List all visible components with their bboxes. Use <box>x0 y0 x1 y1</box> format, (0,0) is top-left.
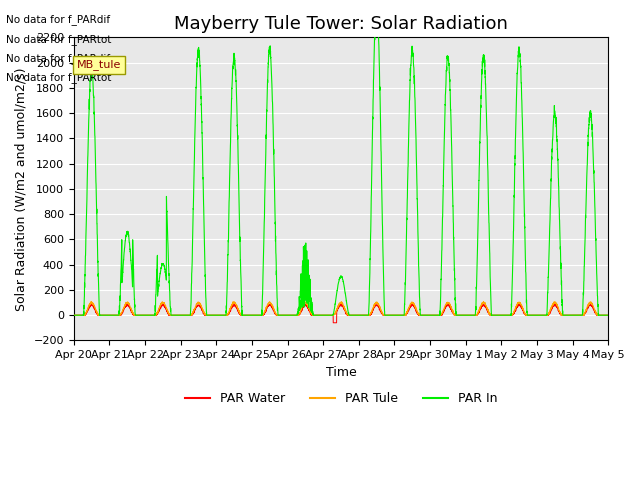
Text: No data for f_PARtot: No data for f_PARtot <box>6 34 112 45</box>
Text: No data for f_PARdif: No data for f_PARdif <box>6 14 111 25</box>
Text: No data for f_PARdif: No data for f_PARdif <box>6 53 111 64</box>
Y-axis label: Solar Radiation (W/m2 and umol/m2/s): Solar Radiation (W/m2 and umol/m2/s) <box>15 67 28 311</box>
Text: No data for f_PARtot: No data for f_PARtot <box>6 72 112 83</box>
Title: Mayberry Tule Tower: Solar Radiation: Mayberry Tule Tower: Solar Radiation <box>174 15 508 33</box>
Text: MB_tule: MB_tule <box>77 60 121 70</box>
Legend: PAR Water, PAR Tule, PAR In: PAR Water, PAR Tule, PAR In <box>180 387 502 410</box>
X-axis label: Time: Time <box>326 366 356 379</box>
